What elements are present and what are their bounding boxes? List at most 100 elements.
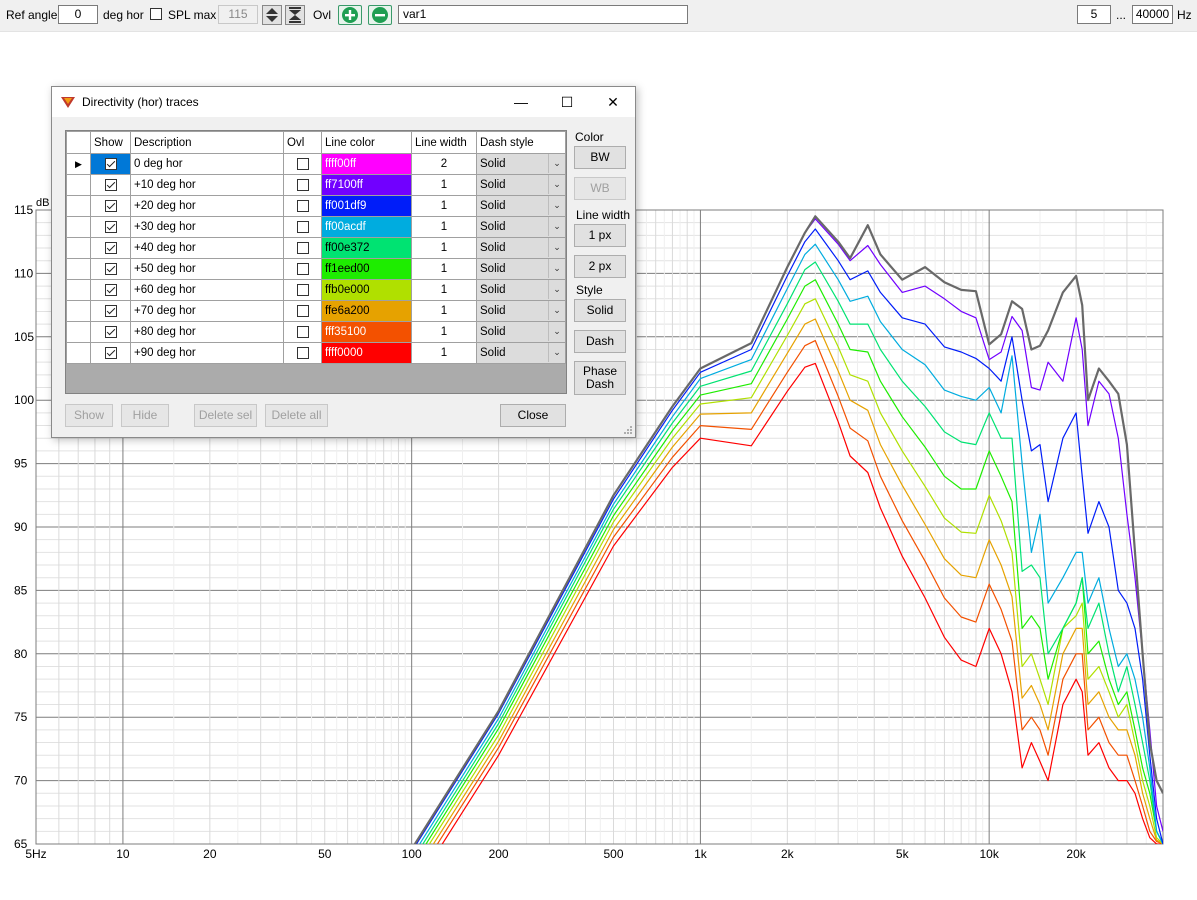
table-row[interactable]: +90 deg hor ffff0000 1 Solid ⌄ — [66, 342, 566, 364]
add-overlay-button[interactable] — [338, 5, 362, 25]
ovl-cell[interactable] — [283, 195, 322, 217]
dash-style-dropdown[interactable]: Solid ⌄ — [476, 300, 566, 322]
col-line-color[interactable]: Line color — [321, 131, 412, 154]
show-checkbox[interactable] — [104, 304, 117, 317]
ovl-checkbox[interactable] — [296, 241, 309, 254]
show-checkbox[interactable] — [104, 178, 117, 191]
show-cell[interactable] — [90, 237, 131, 259]
description-cell[interactable]: +10 deg hor — [130, 174, 284, 196]
show-checkbox[interactable] — [104, 220, 117, 233]
table-row[interactable]: +10 deg hor ff7100ff 1 Solid ⌄ — [66, 174, 566, 196]
dash-style-dropdown[interactable]: Solid ⌄ — [476, 216, 566, 238]
line-color-cell[interactable]: ff7100ff — [321, 174, 412, 196]
ovl-cell[interactable] — [283, 258, 322, 280]
line-color-cell[interactable]: ffb0e000 — [321, 279, 412, 301]
col-ovl[interactable]: Ovl — [283, 131, 322, 154]
ovl-cell[interactable] — [283, 174, 322, 196]
hide-button[interactable]: Hide — [121, 404, 169, 427]
description-cell[interactable]: +80 deg hor — [130, 321, 284, 343]
close-window-button[interactable]: ✕ — [607, 94, 619, 110]
table-row[interactable]: +60 deg hor ffb0e000 1 Solid ⌄ — [66, 279, 566, 301]
line-color-cell[interactable]: fff35100 — [321, 321, 412, 343]
close-button[interactable]: Close — [500, 404, 566, 427]
show-checkbox[interactable] — [104, 157, 117, 170]
line-width-cell[interactable]: 2 — [411, 153, 477, 175]
dash-style-dropdown[interactable]: Solid ⌄ — [476, 258, 566, 280]
line-color-cell[interactable]: ffff0000 — [321, 342, 412, 364]
table-row[interactable]: +80 deg hor fff35100 1 Solid ⌄ — [66, 321, 566, 343]
show-cell[interactable] — [90, 216, 131, 238]
line-color-cell[interactable]: ffff00ff — [321, 153, 412, 175]
line-width-cell[interactable]: 1 — [411, 195, 477, 217]
table-row[interactable]: +70 deg hor ffe6a200 1 Solid ⌄ — [66, 300, 566, 322]
spl-updown-button[interactable] — [262, 5, 282, 25]
dash-style-dropdown[interactable]: Solid ⌄ — [476, 174, 566, 196]
spl-max-checkbox[interactable] — [150, 8, 162, 20]
row-header[interactable] — [66, 258, 91, 280]
ovl-checkbox[interactable] — [296, 283, 309, 296]
ovl-cell[interactable] — [283, 153, 322, 175]
show-cell[interactable] — [90, 258, 131, 280]
line-width-cell[interactable]: 1 — [411, 237, 477, 259]
range-max-input[interactable]: 40000 — [1132, 5, 1173, 24]
line-color-cell[interactable]: ff00acdf — [321, 216, 412, 238]
dash-style-dropdown[interactable]: Solid ⌄ — [476, 342, 566, 364]
ovl-checkbox[interactable] — [296, 346, 309, 359]
ovl-checkbox[interactable] — [296, 157, 309, 170]
row-header[interactable] — [66, 174, 91, 196]
show-checkbox[interactable] — [104, 346, 117, 359]
row-header[interactable] — [66, 300, 91, 322]
ovl-checkbox[interactable] — [296, 199, 309, 212]
line-width-cell[interactable]: 1 — [411, 321, 477, 343]
ref-angle-input[interactable]: 0 — [58, 5, 98, 24]
show-checkbox[interactable] — [104, 262, 117, 275]
delete-all-button[interactable]: Delete all — [265, 404, 328, 427]
ovl-cell[interactable] — [283, 300, 322, 322]
dash-button[interactable]: Dash — [574, 330, 626, 353]
row-header[interactable]: ▶ — [66, 153, 91, 175]
table-row[interactable]: +30 deg hor ff00acdf 1 Solid ⌄ — [66, 216, 566, 238]
solid-button[interactable]: Solid — [574, 299, 626, 322]
row-header[interactable] — [66, 342, 91, 364]
spl-max-input[interactable]: 115 — [218, 5, 258, 24]
description-cell[interactable]: +40 deg hor — [130, 237, 284, 259]
spl-collapse-button[interactable] — [285, 5, 305, 25]
show-cell[interactable] — [90, 321, 131, 343]
row-header[interactable] — [66, 195, 91, 217]
show-cell[interactable] — [90, 153, 131, 175]
line-width-cell[interactable]: 1 — [411, 216, 477, 238]
phase-dash-button[interactable]: Phase Dash — [574, 361, 626, 395]
wb-button[interactable]: WB — [574, 177, 626, 200]
minimize-button[interactable]: — — [514, 94, 528, 110]
ovl-cell[interactable] — [283, 216, 322, 238]
description-cell[interactable]: +70 deg hor — [130, 300, 284, 322]
row-header[interactable] — [66, 237, 91, 259]
col-description[interactable]: Description — [130, 131, 284, 154]
show-checkbox[interactable] — [104, 199, 117, 212]
ovl-cell[interactable] — [283, 237, 322, 259]
1px-button[interactable]: 1 px — [574, 224, 626, 247]
line-color-cell[interactable]: ff1eed00 — [321, 258, 412, 280]
show-checkbox[interactable] — [104, 241, 117, 254]
table-row[interactable]: +20 deg hor ff001df9 1 Solid ⌄ — [66, 195, 566, 217]
dash-style-dropdown[interactable]: Solid ⌄ — [476, 153, 566, 175]
line-width-cell[interactable]: 1 — [411, 279, 477, 301]
show-checkbox[interactable] — [104, 325, 117, 338]
col-line-width[interactable]: Line width — [411, 131, 477, 154]
table-row[interactable]: +40 deg hor ff00e372 1 Solid ⌄ — [66, 237, 566, 259]
dash-style-dropdown[interactable]: Solid ⌄ — [476, 195, 566, 217]
dialog-titlebar[interactable]: Directivity (hor) traces — ☐ ✕ — [52, 87, 635, 117]
ovl-checkbox[interactable] — [296, 262, 309, 275]
ovl-checkbox[interactable] — [296, 325, 309, 338]
description-cell[interactable]: +60 deg hor — [130, 279, 284, 301]
table-row[interactable]: ▶ 0 deg hor ffff00ff 2 Solid ⌄ — [66, 153, 566, 175]
show-cell[interactable] — [90, 195, 131, 217]
ovl-cell[interactable] — [283, 321, 322, 343]
col-dash-style[interactable]: Dash style — [476, 131, 566, 154]
show-cell[interactable] — [90, 174, 131, 196]
remove-overlay-button[interactable] — [368, 5, 392, 25]
description-cell[interactable]: +90 deg hor — [130, 342, 284, 364]
description-cell[interactable]: +20 deg hor — [130, 195, 284, 217]
show-button[interactable]: Show — [65, 404, 113, 427]
delete-sel-button[interactable]: Delete sel — [194, 404, 257, 427]
